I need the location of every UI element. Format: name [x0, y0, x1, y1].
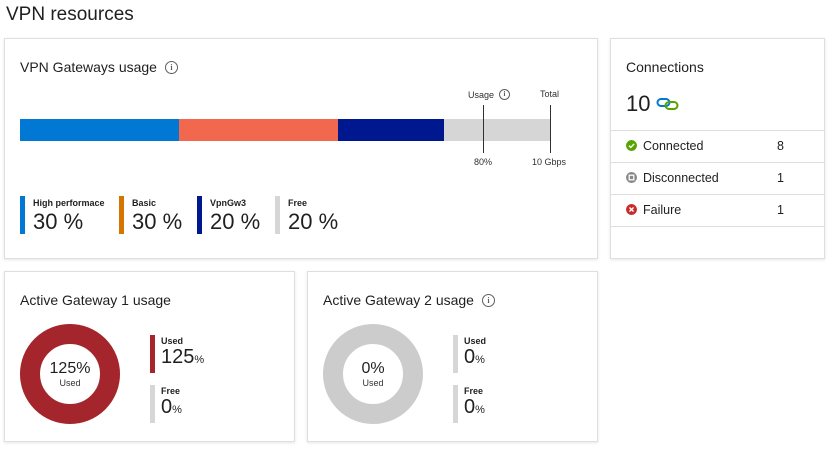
connection-row-failure[interactable]: Failure 1 — [611, 194, 824, 226]
usage-header: Usage i — [468, 89, 511, 100]
connection-count: 1 — [777, 203, 784, 217]
usage-tick — [483, 105, 484, 153]
legend-name: Free — [288, 198, 308, 208]
total-mark-label: 10 Gbps — [532, 157, 567, 167]
stat-name: Used — [161, 336, 184, 346]
gw1-free-stat: Free 0% — [150, 385, 182, 423]
legend-value: 30 % — [132, 209, 183, 234]
stat-name: Free — [161, 386, 181, 396]
check-circle-icon — [626, 140, 637, 151]
connection-count: 1 — [777, 171, 784, 185]
bar-segment-vpngw3 — [338, 119, 444, 141]
info-icon[interactable]: i — [481, 293, 495, 307]
usage-mark-label: 80% — [474, 157, 493, 167]
legend-value: 20 % — [288, 209, 339, 234]
vpn-gateways-usage-title: VPN Gateways usage i — [20, 59, 178, 75]
bar-segment-free — [444, 119, 550, 141]
bar-segment-basic — [179, 119, 338, 141]
stat-number: 0 — [161, 396, 173, 418]
error-circle-icon — [626, 204, 637, 215]
vpn-gateways-usage-title-text: VPN Gateways usage — [20, 59, 157, 75]
usage-info-icon[interactable]: i — [499, 89, 511, 100]
active-gateway-1-card: Active Gateway 1 usage 125% Used Used 12… — [4, 271, 295, 442]
donut-used-arc — [20, 324, 120, 424]
gw2-used-stat: Used 0% — [453, 335, 486, 373]
connections-card: Connections 10 Connected 8 Disconnected … — [610, 38, 825, 259]
active-gateway-1-title: Active Gateway 1 usage — [20, 292, 171, 308]
active-gateway-2-title: Active Gateway 2 usage i — [323, 292, 495, 308]
legend-name: Basic — [132, 198, 157, 208]
stat-number: 125 — [161, 346, 195, 368]
active-gateway-2-card: Active Gateway 2 usage i 0% Used Used 0%… — [307, 271, 598, 442]
legend-name: VpnGw3 — [210, 198, 247, 208]
connections-divider — [611, 226, 824, 228]
active-gateway-1-donut — [20, 324, 120, 424]
donut-center-label: Used — [362, 378, 384, 388]
stat-unit: % — [475, 404, 485, 416]
legend-free: Free 20 % — [275, 196, 338, 234]
stop-circle-icon — [626, 172, 637, 183]
connection-label: Failure — [643, 203, 682, 217]
bar-segment-high-performance — [20, 119, 179, 141]
legend-value: 30 % — [33, 209, 84, 234]
vpn-gateways-usage-card: VPN Gateways usage i Usage i Total 80% 1… — [4, 38, 598, 259]
stat-number: 0 — [464, 346, 476, 368]
stat-value: 0% — [464, 396, 485, 419]
info-icon[interactable]: i — [164, 60, 178, 74]
connection-label: Connected — [643, 139, 704, 153]
donut-center-value: 125% — [49, 360, 91, 377]
donut-center-label: Used — [59, 378, 81, 388]
stat-value: 125% — [161, 346, 204, 369]
link-icon — [656, 98, 679, 110]
stat-value: 0% — [464, 346, 486, 369]
connection-row-connected[interactable]: Connected 8 — [611, 130, 824, 162]
stat-unit: % — [475, 354, 485, 366]
connection-label: Disconnected — [643, 171, 719, 185]
legend-value: 20 % — [210, 209, 261, 234]
legend-vpngw3: VpnGw3 20 % — [197, 196, 260, 234]
gw1-used-stat: Used 125% — [150, 335, 204, 373]
total-header-label: Total — [540, 89, 560, 99]
legend-high-performance: High performace 30 % — [20, 196, 105, 234]
active-gateway-2-donut — [323, 324, 423, 424]
connections-title: Connections — [626, 59, 704, 75]
gw2-free-stat: Free 0% — [453, 385, 485, 423]
total-tick — [550, 105, 551, 153]
donut-center-value: 0% — [361, 360, 385, 377]
stat-value: 0% — [161, 396, 182, 419]
connection-count: 8 — [777, 139, 784, 153]
stat-name: Used — [464, 336, 487, 346]
page-title: VPN resources — [6, 4, 134, 25]
active-gateway-2-title-text: Active Gateway 2 usage — [323, 292, 474, 308]
stat-unit: % — [172, 404, 182, 416]
connection-row-disconnected[interactable]: Disconnected 1 — [611, 162, 824, 194]
usage-header-label: Usage — [468, 89, 495, 100]
connections-total-value: 10 — [626, 91, 651, 116]
legend-basic: Basic 30 % — [119, 196, 182, 234]
stat-number: 0 — [464, 396, 476, 418]
donut-track — [323, 324, 423, 424]
stat-name: Free — [464, 386, 484, 396]
stat-unit: % — [194, 354, 205, 366]
connections-total: 10 — [626, 91, 680, 117]
legend-name: High performace — [33, 198, 105, 208]
